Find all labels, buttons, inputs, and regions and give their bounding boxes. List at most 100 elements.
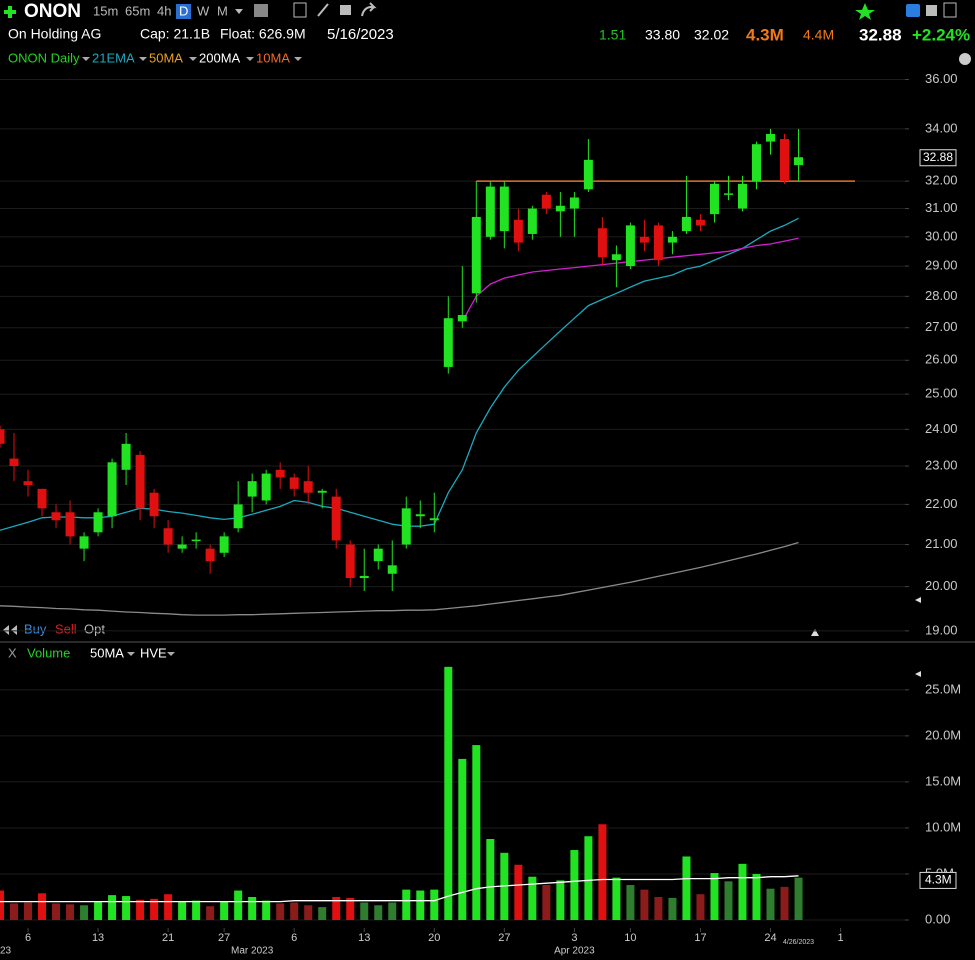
- date: 5/16/2023: [327, 26, 394, 43]
- candle-body: [681, 216, 691, 232]
- chart-title[interactable]: ONON Daily: [8, 50, 80, 65]
- y-tick-label: 25.0M: [925, 681, 961, 696]
- volume-bar: [206, 906, 215, 920]
- volume-bar: [318, 907, 327, 920]
- candle-body: [261, 473, 271, 501]
- hve-label: HVE: [140, 645, 167, 660]
- timeframe-button[interactable]: W: [197, 3, 210, 18]
- candle-body: [583, 159, 593, 190]
- candle-body: [317, 490, 327, 493]
- toolbar-icon[interactable]: [293, 2, 307, 18]
- volume-bar: [430, 889, 439, 920]
- volume-bar: [52, 903, 61, 920]
- buy-button[interactable]: Buy: [24, 621, 47, 636]
- volume-tag: [919, 871, 957, 889]
- timeframe-button[interactable]: D: [179, 3, 188, 18]
- candle-body: [723, 193, 733, 195]
- candle-body: [766, 133, 776, 142]
- y-tick-label: 27.00: [925, 319, 958, 334]
- change: 1.51: [599, 27, 626, 43]
- symbol[interactable]: ONON: [24, 1, 81, 22]
- volume-bar: [332, 896, 341, 920]
- options-button[interactable]: Opt: [84, 621, 105, 636]
- volume-bar: [248, 896, 257, 920]
- candle-body: [457, 315, 467, 322]
- volume: 4.3M: [746, 25, 784, 44]
- volume-bar: [276, 903, 285, 920]
- candle-body: [191, 539, 201, 542]
- candle-body: [37, 488, 47, 509]
- candle-body: [247, 481, 257, 497]
- candle-body: [667, 236, 677, 243]
- volume-title: Volume: [27, 645, 70, 660]
- legend-item[interactable]: 10MA: [256, 50, 290, 65]
- x-tick-label: 10: [624, 932, 636, 944]
- timeframe-button[interactable]: 4h: [157, 3, 171, 18]
- y-tick-label: 15.0M: [925, 773, 961, 788]
- volume-bar: [766, 888, 775, 920]
- toolbar-icon[interactable]: [254, 4, 268, 17]
- volume-bar: [640, 889, 649, 920]
- candle-body: [233, 504, 243, 529]
- volume-bar: [724, 881, 733, 920]
- timeframe-button[interactable]: M: [217, 3, 228, 18]
- volume-bar: [234, 890, 243, 920]
- volume-tag-label: 4.3M: [925, 873, 952, 887]
- volume-bar: [108, 895, 117, 920]
- volume-bar: [290, 902, 299, 920]
- x-tick-label: 17: [694, 932, 706, 944]
- candle-body: [219, 536, 229, 553]
- candle-body: [205, 548, 215, 562]
- candle-body: [780, 139, 790, 182]
- volume-bar: [696, 894, 705, 920]
- candle-body: [93, 512, 103, 533]
- y-tick-label: 24.00: [925, 421, 958, 436]
- star-icon[interactable]: [855, 3, 875, 20]
- y-tick-label: 30.00: [925, 228, 958, 243]
- share-icon[interactable]: [361, 2, 377, 17]
- marker: [915, 597, 921, 603]
- legend-item[interactable]: 50MA: [149, 50, 183, 65]
- volume-bar: [192, 900, 201, 920]
- y-tick-label: 22.00: [925, 496, 958, 511]
- window-icon[interactable]: [943, 2, 957, 18]
- timeframe-button[interactable]: 65m: [125, 3, 150, 18]
- high: 33.80: [645, 27, 680, 43]
- close-button[interactable]: X: [8, 645, 17, 660]
- legend-item[interactable]: 200MA: [199, 50, 241, 65]
- settings-icon[interactable]: [959, 53, 971, 65]
- candle-body: [121, 443, 131, 470]
- sell-button[interactable]: Sell: [55, 621, 77, 636]
- volume-bar: [486, 838, 495, 920]
- candle-body: [23, 481, 33, 486]
- s-icon[interactable]: [906, 4, 920, 17]
- volume-ma-label: 50MA: [90, 645, 124, 660]
- save-icon[interactable]: [926, 5, 937, 16]
- volume-bar: [220, 901, 229, 920]
- y-tick-label: 23.00: [925, 457, 958, 472]
- x-tick-label: 3: [571, 932, 577, 944]
- toolbar-icon[interactable]: [317, 3, 329, 17]
- candle-body: [527, 208, 537, 234]
- x-tick-label: 20: [428, 932, 440, 944]
- candle-body: [737, 183, 747, 209]
- volume-bar: [444, 666, 453, 920]
- x-tick-label: 1: [837, 932, 843, 944]
- timeframe-button[interactable]: 15m: [93, 3, 118, 18]
- candle-body: [752, 144, 762, 182]
- legend-item[interactable]: 21EMA: [92, 50, 135, 65]
- volume-bar: [668, 897, 677, 920]
- x-tick-label: 24: [764, 932, 776, 944]
- candle-body: [65, 512, 75, 537]
- volume-bar: [122, 896, 131, 920]
- candle-body: [443, 318, 453, 367]
- candle-body: [149, 492, 159, 517]
- toolbar-icon[interactable]: [340, 5, 351, 15]
- candle-body: [429, 518, 439, 521]
- candle-body: [107, 462, 117, 517]
- y-tick-label: 20.00: [925, 578, 958, 593]
- volume-bar: [262, 900, 271, 920]
- add-icon[interactable]: [4, 6, 16, 18]
- candle-body: [51, 512, 61, 521]
- volume-bar: [626, 885, 635, 920]
